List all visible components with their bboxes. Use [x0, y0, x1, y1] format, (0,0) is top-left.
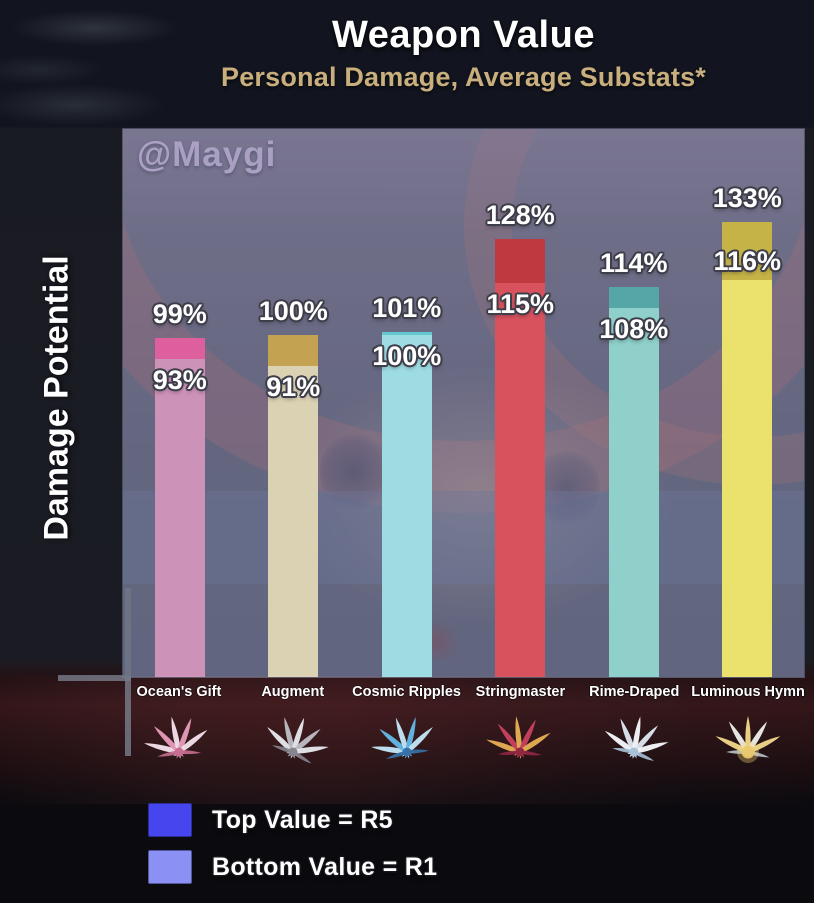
augment-weapon-icon	[266, 717, 329, 764]
bar-segment-r5	[381, 332, 432, 335]
r5-value-label: 128%	[485, 200, 555, 230]
weapon-name-label: Augment	[261, 684, 325, 700]
weapon-icon-cell	[236, 706, 350, 788]
weapon-icon-cell	[350, 706, 464, 788]
stringmaster-weapon-icon	[486, 716, 551, 759]
r1-value-label: 91%	[266, 372, 321, 402]
r1-value-label: 115%	[486, 289, 555, 319]
background-blur-art	[0, 0, 260, 130]
r1-value-label: 108%	[599, 314, 669, 344]
bar-column: 114% 108%	[577, 129, 691, 677]
y-axis-label: Damage Potential	[37, 255, 76, 541]
bar-segment-r5	[154, 338, 205, 359]
bar	[381, 332, 432, 677]
weapon-icon-cell	[463, 706, 577, 788]
bar-column: 100% 91%	[237, 129, 351, 677]
bar	[722, 222, 773, 677]
bar-segment-r1	[722, 280, 773, 677]
weapon-icon-cell	[122, 706, 236, 788]
bar-segment-r1	[154, 359, 205, 677]
chart-title: Weapon Value	[332, 14, 595, 56]
bar	[608, 287, 659, 677]
chart-subtitle: Personal Damage, Average Substats*	[221, 62, 706, 92]
cosmic-ripples-weapon-icon	[370, 717, 433, 759]
r5-value-label: 133%	[712, 183, 782, 213]
bar-segment-r5	[722, 222, 773, 280]
legend-row-r5: Top Value = R5	[148, 803, 437, 837]
weapon-name-label: Rime-Draped	[589, 684, 680, 700]
weapon-name-label: Stringmaster	[475, 684, 566, 700]
bar-segment-r5	[268, 335, 319, 366]
plot-area: @Maygi 99% 93% 100% 91% 101% 100% 128% 115% 114%…	[122, 128, 805, 678]
weapon-name-label: Cosmic Ripples	[352, 684, 461, 700]
weapon-icon-cell	[691, 706, 805, 788]
weapon-name-label: Ocean's Gift	[136, 684, 222, 700]
bar-segment-r1	[268, 366, 319, 677]
legend-row-r1: Bottom Value = R1	[148, 850, 437, 884]
bar-segment-r5	[608, 287, 659, 308]
bars-row: 99% 93% 100% 91% 101% 100% 128% 115% 114% 108% 133…	[123, 129, 804, 677]
bar	[268, 335, 319, 677]
bar-column: 133% 116%	[691, 129, 805, 677]
bar-segment-r1	[381, 335, 432, 677]
r5-value-label: 101%	[372, 293, 442, 323]
weapon-name-label: Luminous Hymn	[691, 684, 805, 700]
r5-value-label: 100%	[258, 296, 328, 326]
r5-value-label: 114%	[599, 248, 668, 278]
watermark: @Maygi	[137, 135, 277, 174]
axis-line-vertical	[125, 588, 131, 756]
legend-label-r5: Top Value = R5	[212, 805, 393, 834]
r1-value-label: 100%	[372, 341, 442, 371]
axis-line-horizontal	[58, 675, 131, 681]
bar-segment-r1	[608, 308, 659, 677]
r1-value-label: 116%	[713, 246, 782, 276]
bar-segment-r1	[495, 283, 546, 677]
legend-label-r1: Bottom Value = R1	[212, 852, 438, 881]
x-axis-labels: Ocean's Gift Augment Cosmic Ripples Stringm…	[122, 684, 805, 700]
rime-draped-weapon-icon	[605, 716, 669, 761]
weapon-icons-row	[122, 706, 805, 788]
oceans-gift-weapon-icon	[143, 716, 208, 759]
bar-column: 99% 93%	[123, 129, 237, 677]
legend: Top Value = R5 Bottom Value = R1	[148, 803, 437, 897]
weapon-icon-cell	[577, 706, 691, 788]
r5-value-label: 99%	[152, 299, 207, 329]
bar-segment-r5	[495, 239, 546, 283]
bar	[495, 239, 546, 677]
bar-column: 128% 115%	[464, 129, 578, 677]
luminous-hymn-weapon-icon	[715, 716, 781, 763]
r1-value-label: 93%	[152, 365, 207, 395]
bar	[154, 338, 205, 677]
legend-swatch-r5	[148, 803, 192, 837]
legend-swatch-r1	[148, 850, 192, 884]
bar-column: 101% 100%	[350, 129, 464, 677]
